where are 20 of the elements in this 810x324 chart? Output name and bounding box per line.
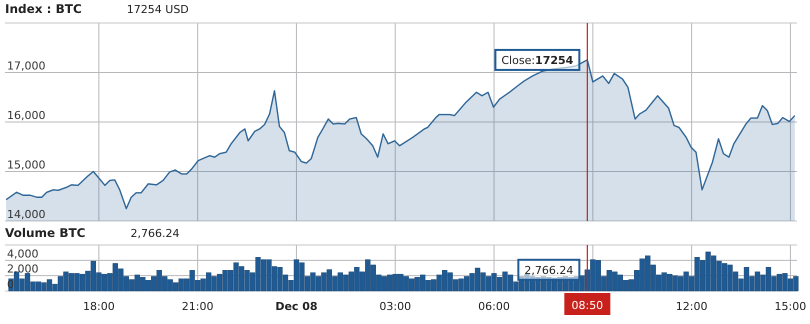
y-tick-label: 15,000 [7, 158, 46, 172]
y-tick-label: 2,000 [7, 262, 38, 276]
ref-line-label: 08:50 [571, 299, 604, 312]
y-tick-label: 4,000 [7, 247, 38, 260]
chart-title: Volume BTC [5, 226, 86, 240]
chart-subtitle: 17254 USD [126, 3, 189, 16]
x-tick-label: 03:00 [379, 300, 412, 313]
annotation: 2,766.24 [524, 264, 574, 277]
x-tick-label: 15:00 [774, 300, 806, 313]
x-tick-label: 12:00 [676, 300, 708, 313]
x-tick-label: Dec 08 [275, 300, 318, 313]
y-tick-label: 16,000 [7, 109, 46, 122]
y-tick-label: 14,000 [7, 208, 46, 221]
x-tick-label: 18:00 [83, 300, 115, 313]
chart-subtitle: 2,766.24 [130, 227, 180, 240]
x-tick-label: 06:00 [478, 300, 510, 313]
annotation: Close:17254 [501, 54, 574, 67]
x-tick-label: 21:00 [182, 300, 214, 313]
chart-title: Index : BTC [5, 2, 82, 16]
y-tick-label: 17,000 [7, 60, 46, 72]
